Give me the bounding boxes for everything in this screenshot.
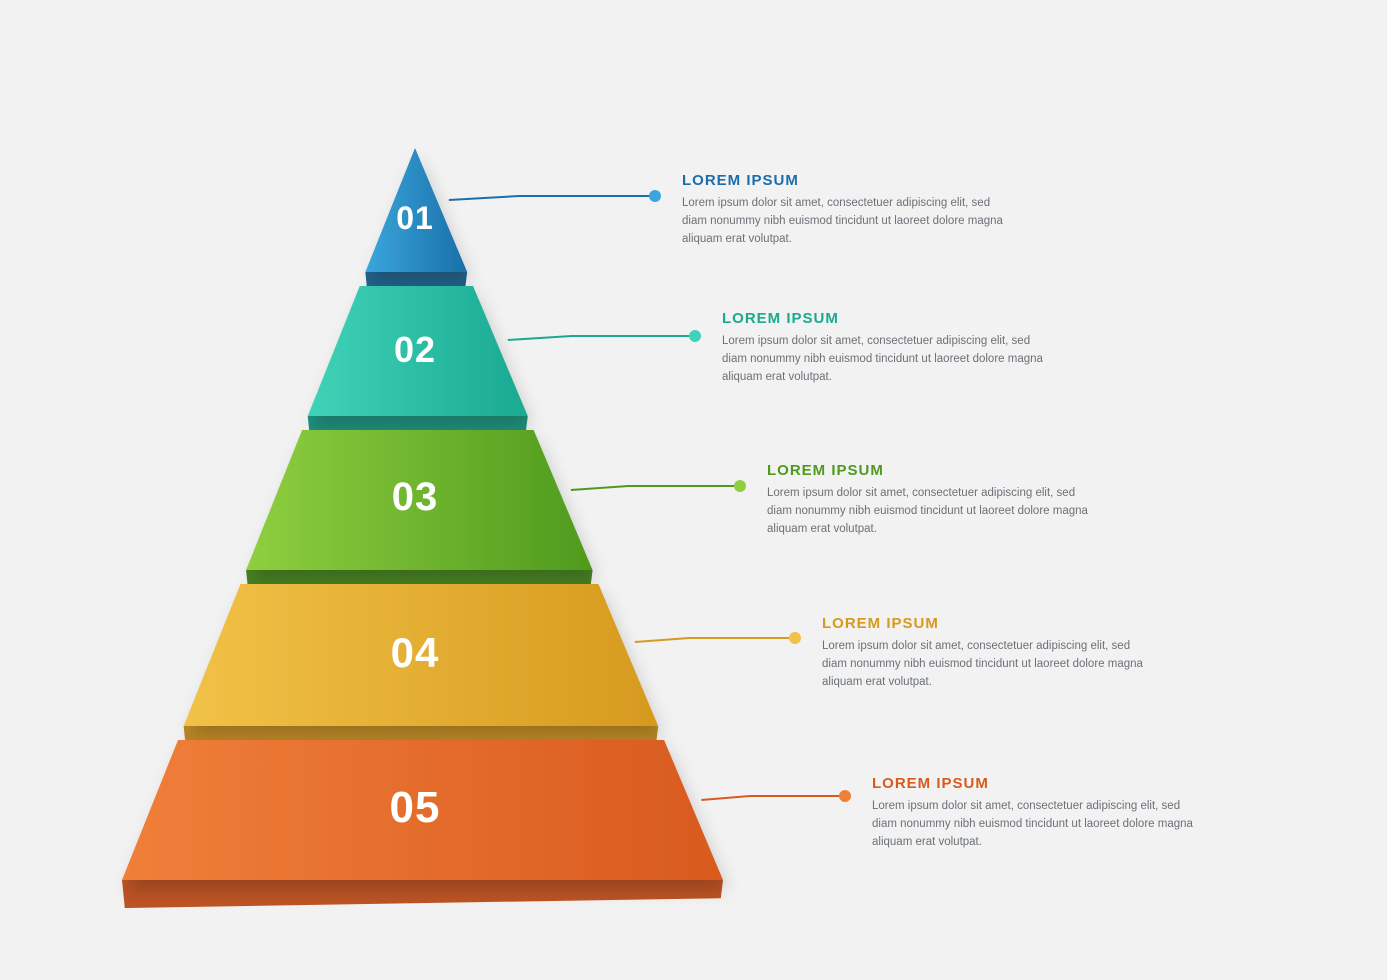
level-description-5: LOREM IPSUM Lorem ipsum dolor sit amet, c… (872, 775, 1202, 851)
level-body-5: Lorem ipsum dolor sit amet, consectetuer… (872, 798, 1202, 851)
level-title-5: LOREM IPSUM (872, 775, 1202, 792)
